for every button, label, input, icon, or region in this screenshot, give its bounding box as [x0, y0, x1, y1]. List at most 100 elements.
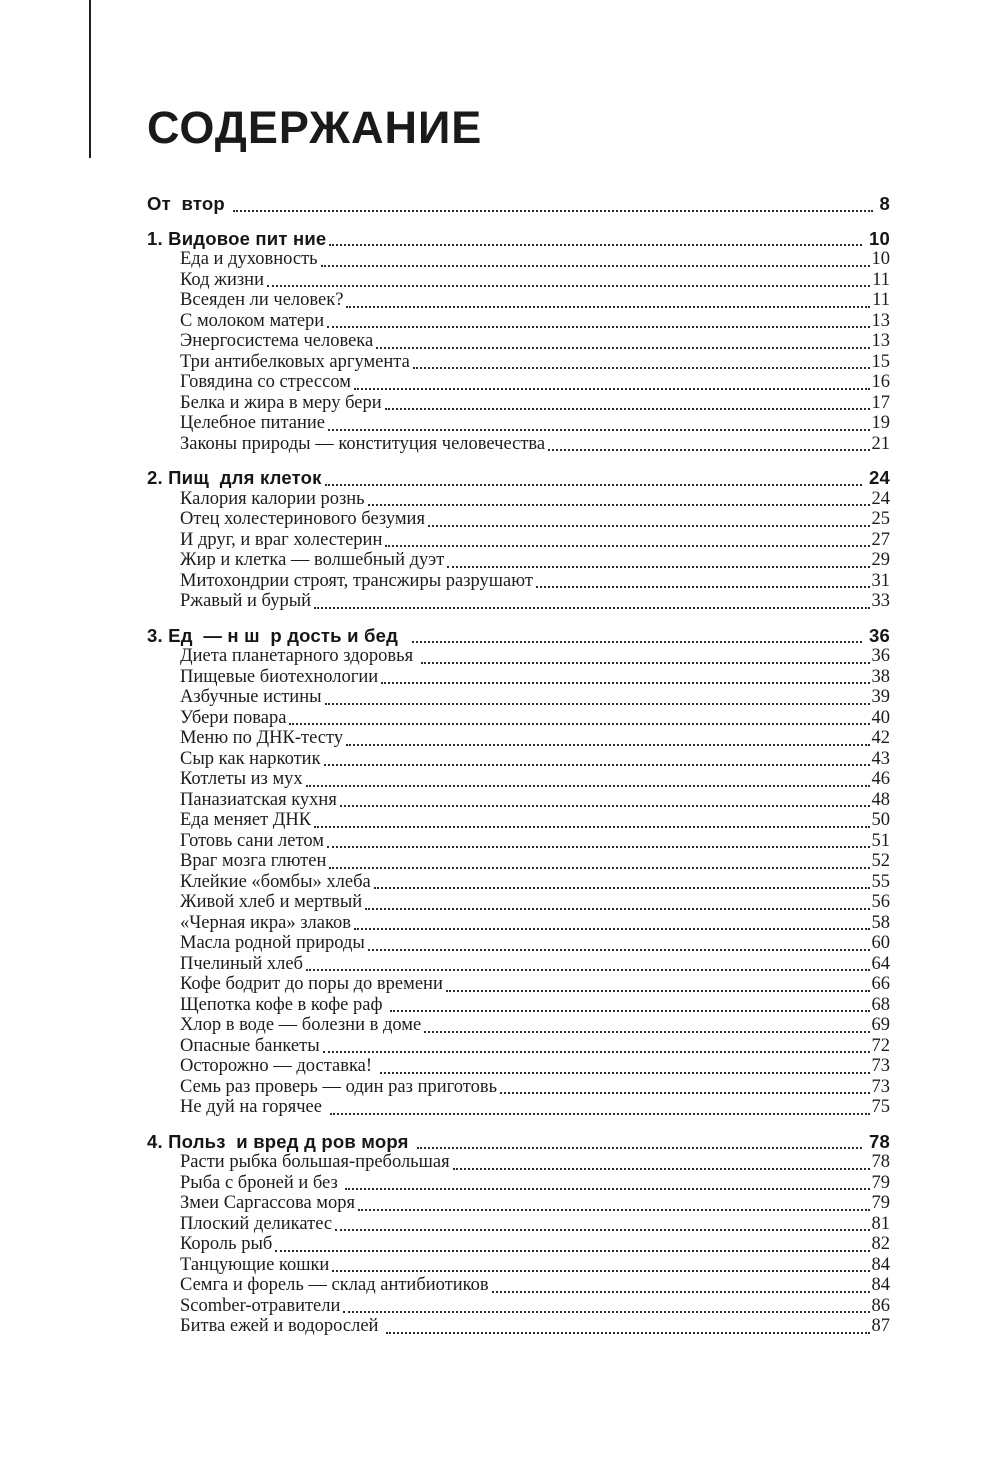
toc-entry-label: Котлеты из мух: [180, 769, 303, 789]
dot-leader: [351, 913, 872, 934]
toc-item-row: Котлеты из мух 46: [147, 769, 890, 790]
dot-leader: [311, 591, 871, 612]
toc-entry-label: Ржавый и бурый: [180, 591, 312, 611]
toc-item-row: «Черная икра» злаков 58: [147, 913, 890, 934]
toc-item-row: Азбучные истины 39: [147, 687, 890, 708]
toc-entry-label: Змеи Саргассова моря: [180, 1193, 356, 1213]
toc-item-row: Масла родной природы 60: [147, 933, 890, 954]
dot-leader: [340, 1296, 871, 1317]
toc-entry-label: И друг, и враг холестерин: [180, 529, 383, 550]
dot-leader: [318, 249, 872, 270]
page-number: 51: [871, 830, 891, 851]
toc-entry-label: Законы природы — конституция человечеств…: [180, 433, 546, 454]
page-number: 86: [871, 1295, 891, 1316]
toc-entry-label: Хлор в воде — болезни в доме: [180, 1015, 422, 1035]
toc-entry-label: Жир и клетка — волшебный дуэт: [180, 550, 445, 570]
page-number: 27: [871, 529, 891, 550]
dot-leader: [324, 831, 872, 852]
toc-entry-label: 3. Ед — н ш р дость и бед: [147, 624, 409, 646]
dot-leader: [410, 352, 872, 373]
toc-item-row: Ржавый и бурый 33: [147, 591, 890, 612]
toc-entry-label: Рыба с броней и без: [180, 1172, 343, 1193]
dot-leader: [533, 571, 872, 592]
page-number: 87: [871, 1316, 891, 1336]
dot-leader: [322, 687, 872, 708]
toc-item-row: Змеи Саргассова моря 79: [147, 1193, 890, 1214]
toc-entry-label: Паназиатская кухня: [180, 789, 337, 810]
toc-entry-label: Код жизни: [180, 269, 264, 290]
dot-leader: [365, 489, 872, 510]
toc-entry-label: Семь раз проверь — один раз приготовь: [180, 1076, 498, 1097]
page-number: 48: [871, 789, 891, 810]
toc-entry-label: Три антибелковых аргумента: [180, 351, 410, 372]
dot-leader: [443, 974, 872, 995]
toc-section-row: 3. Ед — н ш р дость и бед 36: [147, 624, 890, 647]
dot-leader: [326, 851, 871, 872]
dot-leader: [343, 290, 872, 311]
dot-leader: [342, 1173, 871, 1194]
page-number: 25: [871, 509, 891, 529]
dot-leader: [320, 1036, 872, 1057]
toc-front-row: От втор 8: [147, 193, 890, 215]
dot-leader: [387, 995, 871, 1016]
page-number: 79: [871, 1172, 891, 1193]
toc-entry-label: Азбучные истины: [180, 687, 322, 707]
toc-item-row: Митохондрии строят, трансжиры разрушают …: [147, 571, 890, 592]
toc-entry-label: Scomber-отравители: [180, 1295, 341, 1316]
dot-leader: [286, 708, 871, 729]
toc-entry-label: Танцующие кошки: [180, 1254, 330, 1275]
toc-item-row: И друг, и враг холестерин 27: [147, 530, 890, 551]
toc-item-row: Враг мозга глютен 52: [147, 851, 890, 872]
toc-item-row: Говядина со стрессом 16: [147, 372, 890, 393]
toc-item-row: Меню по ДНК-тесту 42: [147, 728, 890, 749]
toc-item-row: Семь раз проверь — один раз приготовь 73: [147, 1077, 890, 1098]
toc-entry-label: 2. Пищ для клеток: [147, 467, 322, 488]
page-number: 29: [871, 550, 891, 570]
toc-entry-label: Враг мозга глютен: [180, 851, 327, 871]
dot-leader: [343, 728, 871, 749]
toc-entry-label: Еда меняет ДНК: [180, 810, 312, 830]
toc-item-row: Пищевые биотехнологии 38: [147, 667, 890, 688]
dot-leader: [324, 311, 871, 332]
toc-item-row: Энергосистема человека 13: [147, 331, 890, 352]
page-number: 17: [871, 392, 891, 413]
dot-leader: [497, 1077, 871, 1098]
dot-leader: [378, 667, 871, 688]
dot-leader: [444, 550, 871, 571]
dot-leader: [355, 1193, 871, 1214]
dot-leader: [414, 1132, 864, 1153]
toc-entry-label: Отец холестеринового безумия: [180, 509, 425, 529]
page-title: СОДЕРЖАНИЕ: [147, 102, 483, 153]
page-number: 43: [871, 748, 891, 769]
dot-leader: [425, 509, 872, 530]
toc-item-row: Законы природы — конституция человечеств…: [147, 434, 890, 455]
page-number: 55: [871, 871, 891, 892]
toc-entry-label: Еда и духовность: [180, 249, 318, 269]
toc-entry-label: Расти рыбка большая-пребольшая: [180, 1152, 450, 1172]
toc-item-row: Опасные банкеты 72: [147, 1036, 890, 1057]
toc-entry-label: Пищевые биотехнологии: [180, 666, 379, 687]
dot-leader: [272, 1234, 871, 1255]
toc-item-row: Битва ежей и водорослей 87: [147, 1316, 890, 1337]
dot-leader: [371, 872, 872, 893]
dot-leader: [303, 954, 872, 975]
page-number: 52: [871, 851, 891, 871]
page-number: 46: [871, 769, 891, 789]
table-of-contents: От втор 8 1. Видовое пит ние 10 Еда и ду…: [147, 193, 891, 1337]
page-number: 73: [871, 1076, 891, 1097]
toc-section-row: 4. Польз и вред д ров моря 78: [147, 1131, 890, 1153]
page-number: 36: [869, 624, 890, 646]
dot-leader: [264, 270, 872, 291]
toc-item-row: Рыба с броней и без 79: [147, 1173, 890, 1194]
page-number: 13: [871, 331, 891, 351]
decorative-rule: [89, 0, 91, 158]
page-number: 11: [872, 269, 890, 290]
toc-item-row: Клейкие «бомбы» хлеба 55: [147, 872, 890, 893]
page-number: 84: [871, 1254, 891, 1275]
dot-leader: [365, 933, 872, 954]
toc-item-row: Не дуй на горячее 75: [147, 1097, 890, 1118]
toc-entry-label: Калория калории рознь: [180, 488, 365, 509]
toc-entry-label: Сыр как наркотик: [180, 748, 321, 769]
page-number: 75: [871, 1097, 891, 1117]
toc-entry-label: Всеяден ли человек?: [180, 290, 344, 310]
